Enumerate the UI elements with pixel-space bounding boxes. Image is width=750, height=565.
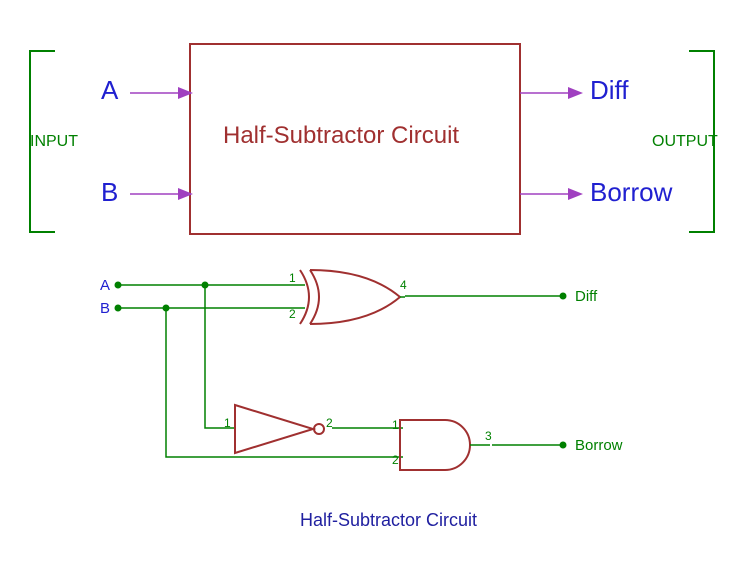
- block-output-diff-label: Diff: [590, 75, 629, 106]
- wire-group: [118, 285, 563, 457]
- not-pin-out: 2: [326, 416, 333, 430]
- output-section-label: OUTPUT: [652, 133, 718, 151]
- xor-gate-icon: [300, 270, 405, 324]
- input-section-label: INPUT: [30, 133, 78, 151]
- block-title: Half-Subtractor Circuit: [223, 122, 459, 150]
- block-input-b-label: B: [101, 177, 118, 208]
- xor-pin-1: 1: [289, 271, 296, 285]
- diagram-canvas: A B Diff Borrow INPUT OUTPUT Half-Subtra…: [0, 0, 750, 565]
- schematic-caption: Half-Subtractor Circuit: [300, 510, 477, 531]
- and-pin-2: 2: [392, 453, 399, 467]
- and-gate-icon: [400, 420, 490, 470]
- and-pin-out: 3: [485, 429, 492, 443]
- not-pin-1: 1: [224, 416, 231, 430]
- block-output-borrow-label: Borrow: [590, 177, 672, 208]
- not-gate-icon: [235, 405, 324, 453]
- schematic-diff-label: Diff: [575, 288, 597, 305]
- schematic-b-label: B: [100, 300, 110, 317]
- node-group: [115, 282, 567, 449]
- xor-pin-2: 2: [289, 307, 296, 321]
- and-pin-1: 1: [392, 418, 399, 432]
- schematic-a-label: A: [100, 277, 110, 294]
- block-input-a-label: A: [101, 75, 118, 106]
- schematic-borrow-label: Borrow: [575, 437, 623, 454]
- xor-pin-out: 4: [400, 278, 407, 292]
